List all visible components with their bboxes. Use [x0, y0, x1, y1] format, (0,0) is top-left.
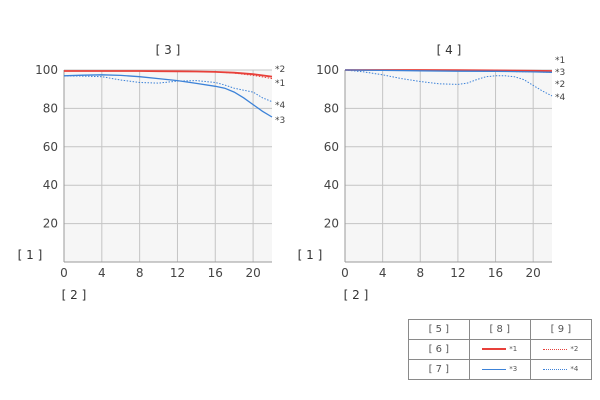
legend-row: [ 6 ] *1 *2 [408, 339, 593, 360]
legend-header-cell: [ 8 ] [468, 319, 531, 340]
x-tick-label: 16 [488, 266, 503, 280]
y-tick-label: 80 [43, 101, 58, 115]
legend-dotted-cell: *2 [529, 339, 593, 360]
series-line [63, 74, 273, 118]
plot-area [345, 70, 552, 262]
x-tick-label: 4 [98, 266, 106, 280]
x-tick-label: 8 [136, 266, 144, 280]
legend-header-row: [ 5 ] [ 8 ] [ 9 ] [408, 319, 593, 340]
y-tick-label: 40 [43, 178, 58, 192]
y-tick-label: 100 [35, 63, 58, 77]
y-tick-label: 60 [324, 140, 339, 154]
x-tick-label: 8 [416, 266, 424, 280]
legend-header-cell: [ 9 ] [529, 319, 593, 340]
series-end-label: *3 [555, 68, 565, 78]
plot-area [64, 70, 272, 262]
x-axis-label: [ 2 ] [62, 288, 87, 302]
legend-row-label: [ 6 ] [408, 339, 470, 360]
x-tick-label: 0 [60, 266, 68, 280]
x-tick-label: 4 [379, 266, 387, 280]
legend-solid-swatch [482, 348, 507, 350]
y-tick-label: 60 [43, 140, 58, 154]
x-tick-label: 20 [245, 266, 260, 280]
legend-header-cell: [ 5 ] [408, 319, 470, 340]
legend-series-label: *3 [509, 365, 518, 373]
legend-dotted-swatch [543, 368, 568, 370]
x-tick-label: 12 [450, 266, 465, 280]
series-line [344, 69, 553, 97]
series-line [63, 75, 273, 103]
x-tick-label: 20 [526, 266, 541, 280]
series-end-label: *4 [275, 101, 286, 111]
y-tick-label: 80 [324, 101, 339, 115]
x-tick-label: 0 [341, 266, 349, 280]
x-tick-label: 12 [170, 266, 185, 280]
y-axis-label: [ 1 ] [298, 248, 323, 262]
y-axis-label: [ 1 ] [18, 248, 43, 262]
series-end-label: *1 [555, 56, 565, 66]
y-tick-label: 40 [324, 178, 339, 192]
legend-table: [ 5 ] [ 8 ] [ 9 ] [ 6 ] *1 *2 [ 7 ] *3 *… [408, 319, 593, 380]
legend-dotted-cell: *4 [529, 359, 593, 380]
series-end-label: *2 [275, 65, 285, 75]
series-end-label: *3 [275, 116, 285, 126]
x-axis-label: [ 2 ] [344, 288, 369, 302]
series-line [64, 70, 273, 78]
legend-solid-cell: *1 [468, 339, 531, 360]
legend-solid-cell: *3 [468, 359, 531, 380]
series-end-label: *1 [275, 79, 285, 89]
legend-row-label: [ 7 ] [408, 359, 470, 380]
series-line [344, 69, 553, 73]
legend-series-label: *2 [570, 345, 579, 353]
legend-dotted-swatch [543, 348, 568, 350]
y-tick-label: 20 [43, 217, 58, 231]
legend-solid-swatch [482, 368, 507, 370]
y-tick-label: 100 [316, 63, 339, 77]
legend-row: [ 7 ] *3 *4 [408, 359, 593, 380]
y-tick-label: 20 [324, 217, 339, 231]
chart-title: [ 3 ] [156, 43, 181, 57]
legend-series-label: *4 [570, 365, 579, 373]
series-end-label: *4 [555, 93, 566, 103]
x-tick-label: 16 [208, 266, 223, 280]
series-line [64, 70, 273, 80]
series-end-label: *2 [555, 80, 565, 90]
chart-title: [ 4 ] [437, 43, 462, 57]
legend-series-label: *1 [509, 345, 518, 353]
